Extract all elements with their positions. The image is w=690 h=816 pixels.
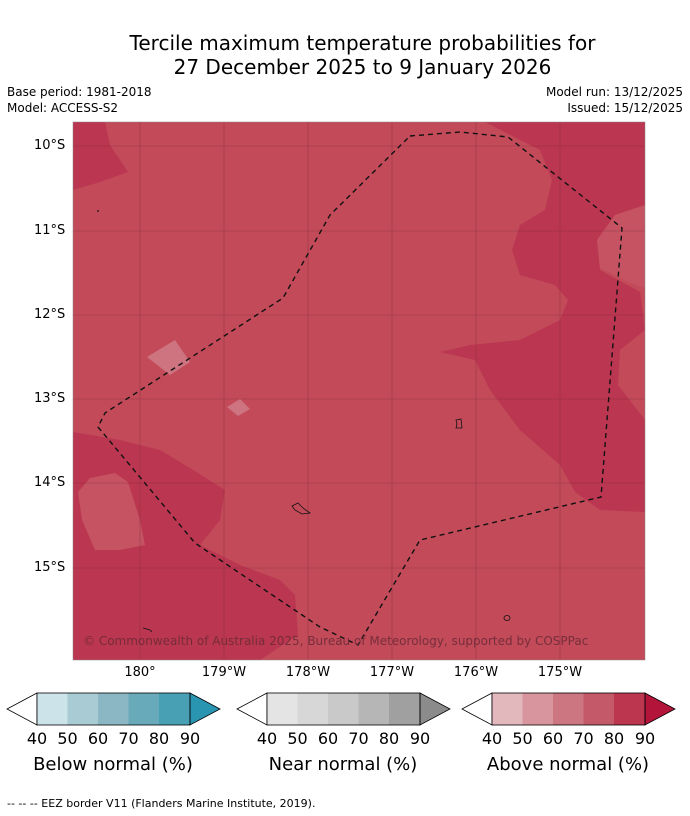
patch-50-60-a	[147, 340, 190, 375]
lon-label-180: 180°	[124, 665, 156, 680]
lat-label-13s: 13°S	[34, 391, 66, 406]
colorbar-below-swatch-3	[98, 693, 129, 725]
tick-label: 70	[348, 729, 369, 748]
colorbar-near-normal	[236, 692, 451, 726]
island-wallis	[455, 418, 463, 429]
colorbar-above-swatch-1	[492, 693, 523, 725]
tick-label: 40	[26, 729, 48, 748]
colorbar-below-swatch-1	[37, 693, 68, 725]
colorbar-above-swatch-5	[614, 693, 645, 725]
gridlines	[73, 122, 645, 660]
colorbar-above-max-arrow	[645, 693, 675, 725]
copyright-notice: © Commonwealth of Australia 2025, Bureau…	[83, 634, 589, 648]
tick-label: 60	[317, 729, 339, 748]
colorbar-near-swatch-1	[267, 693, 298, 725]
model-info: Base period: 1981-2018 Model: ACCESS-S2	[7, 84, 152, 116]
colorbar-above-normal	[461, 692, 676, 726]
title-line-2: 27 December 2025 to 9 January 2026	[173, 55, 552, 79]
map-title: Tercile maximum temperature probabilitie…	[0, 31, 690, 79]
colorbar-near-swatch-5	[389, 693, 420, 725]
island-upolu	[291, 502, 312, 515]
lon-label-176w: 176°W	[453, 665, 499, 680]
colorbar-above-swatch-4	[583, 693, 614, 725]
tick-label: 50	[512, 729, 533, 748]
eez-legend-note: -- -- -- EEZ border V11 (Flanders Marine…	[7, 797, 316, 810]
colorbar-above-min-arrow	[461, 692, 493, 726]
tick-label: 40	[481, 729, 503, 748]
colorbar-below-swatch-5	[159, 693, 190, 725]
island-small-southwest	[142, 627, 153, 633]
colorbar-near-swatch-4	[358, 693, 389, 725]
lat-label-10s: 10°S	[34, 138, 66, 153]
model-run: Model run: 13/12/2025	[545, 85, 683, 99]
colorbar-near-min-arrow	[236, 692, 268, 726]
lon-label-177w: 177°W	[369, 665, 415, 680]
colorbar-below-swatch-2	[67, 693, 98, 725]
issued-date: Issued: 15/12/2025	[567, 101, 683, 115]
island-dot	[97, 210, 99, 212]
colorbar-above-label: Above normal (%)	[486, 754, 650, 775]
lat-label-11s: 11°S	[34, 223, 66, 238]
lat-label-14s: 14°S	[34, 475, 66, 490]
lat-label-15s: 15°S	[34, 560, 66, 575]
tick-label: 80	[603, 729, 625, 748]
run-info: Model run: 13/12/2025 Issued: 15/12/2025	[546, 84, 683, 116]
tick-label: 50	[287, 729, 308, 748]
colorbar-below-swatch-4	[128, 693, 159, 725]
tick-label: 90	[634, 729, 656, 748]
colorbar-below-normal	[6, 692, 221, 726]
region-northeast-70-80	[440, 122, 645, 512]
island-small-southeast	[503, 615, 511, 621]
model-name: Model: ACCESS-S2	[7, 101, 119, 115]
colorbar-above-swatch-2	[522, 693, 553, 725]
tick-label: 80	[148, 729, 170, 748]
map-frame	[72, 121, 646, 661]
lon-label-179w: 179°W	[201, 665, 247, 680]
base-period: Base period: 1981-2018	[7, 85, 152, 99]
colorbar-below-label: Below normal (%)	[33, 754, 193, 775]
tick-label: 90	[409, 729, 431, 748]
tick-label: 60	[542, 729, 564, 748]
lon-label-178w: 178°W	[285, 665, 331, 680]
region-lighter-southwest	[78, 473, 145, 550]
tick-label: 40	[256, 729, 278, 748]
lon-label-175w: 175°W	[537, 665, 583, 680]
title-line-1: Tercile maximum temperature probabilitie…	[129, 31, 596, 55]
colorbar-below-max-arrow	[190, 693, 220, 725]
tick-label: 70	[573, 729, 594, 748]
colorbar-near-swatch-3	[328, 693, 359, 725]
patch-50-60-b	[227, 399, 250, 416]
colorbar-above-swatch-3	[553, 693, 584, 725]
probability-map	[72, 121, 646, 661]
colorbar-below-min-arrow	[6, 692, 38, 726]
tick-label: 80	[378, 729, 400, 748]
colorbar-near-label: Near normal (%)	[268, 754, 418, 775]
colorbar-near-max-arrow	[420, 693, 450, 725]
eez-border	[97, 131, 623, 646]
tick-label: 60	[87, 729, 109, 748]
tick-label: 70	[118, 729, 139, 748]
tick-label: 50	[57, 729, 78, 748]
region-northwest-70-80	[73, 122, 128, 190]
lat-label-12s: 12°S	[34, 307, 66, 322]
colorbar-near-swatch-2	[297, 693, 328, 725]
tick-label: 90	[179, 729, 201, 748]
